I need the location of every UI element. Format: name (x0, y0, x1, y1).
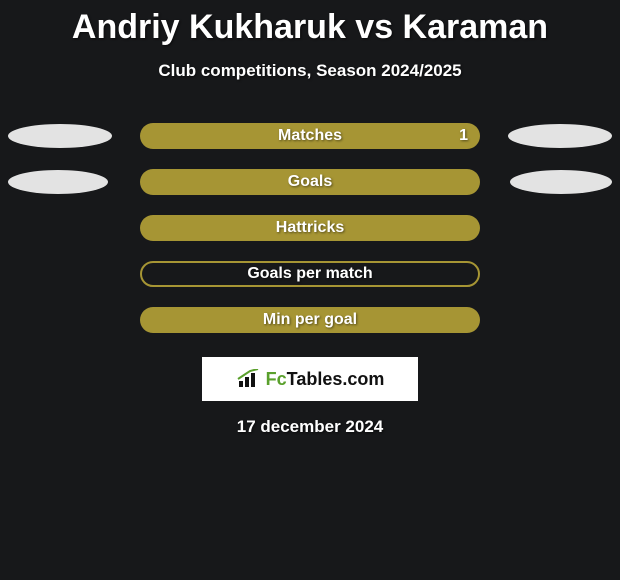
left-ellipse (8, 124, 112, 148)
stat-label: Min per goal (263, 311, 357, 329)
stat-label: Goals (288, 173, 332, 191)
page-subtitle: Club competitions, Season 2024/2025 (0, 61, 620, 81)
stat-label: Matches (278, 127, 342, 145)
left-ellipse (8, 170, 108, 194)
stat-row-gpm: Goals per match (0, 261, 620, 287)
stat-row-matches: Matches 1 (0, 123, 620, 149)
stat-bar: Min per goal (140, 307, 480, 333)
stat-row-hattricks: Hattricks (0, 215, 620, 241)
stat-bar: Goals (140, 169, 480, 195)
stat-bar: Matches 1 (140, 123, 480, 149)
stat-bar: Goals per match (140, 261, 480, 287)
right-ellipse (510, 170, 612, 194)
stat-label: Goals per match (247, 265, 372, 283)
logo-text: FcTables.com (266, 369, 385, 390)
logo-box: FcTables.com (202, 357, 418, 401)
logo-prefix: Fc (266, 369, 287, 389)
stat-row-mpg: Min per goal (0, 307, 620, 333)
page-title: Andriy Kukharuk vs Karaman (0, 0, 620, 47)
date-text: 17 december 2024 (0, 417, 620, 437)
comparison-card: Andriy Kukharuk vs Karaman Club competit… (0, 0, 620, 580)
right-ellipse (508, 124, 612, 148)
chart-icon (236, 369, 262, 389)
stat-value-right: 1 (459, 127, 468, 145)
stat-rows: Matches 1 Goals Hattricks Goals p (0, 123, 620, 333)
stat-bar: Hattricks (140, 215, 480, 241)
stat-row-goals: Goals (0, 169, 620, 195)
stat-label: Hattricks (276, 219, 344, 237)
logo-suffix: Tables.com (287, 369, 385, 389)
